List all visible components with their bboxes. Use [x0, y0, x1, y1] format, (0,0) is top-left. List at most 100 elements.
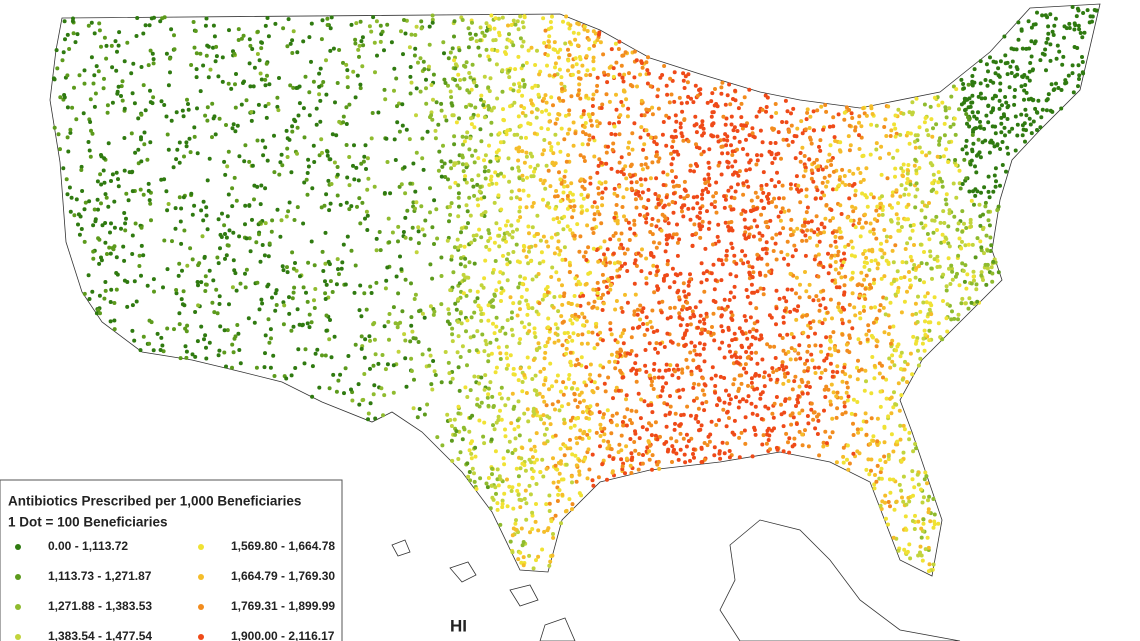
dot [568, 350, 573, 355]
dot [337, 272, 341, 277]
dot [855, 427, 860, 432]
dot [786, 262, 791, 267]
dot [280, 264, 285, 269]
dot [632, 231, 637, 236]
dot [697, 216, 702, 221]
dot [932, 257, 937, 262]
dot [459, 321, 464, 326]
dot [986, 103, 991, 108]
dot [524, 501, 529, 506]
dot [567, 270, 572, 275]
dot [384, 278, 389, 283]
dot [416, 241, 421, 246]
dot [1076, 63, 1081, 68]
dot [907, 141, 912, 146]
dot [903, 359, 907, 364]
dot [499, 299, 503, 303]
dot [735, 182, 740, 187]
dot [580, 410, 585, 415]
dot [1027, 69, 1032, 74]
dot [871, 335, 875, 340]
dot [606, 439, 611, 444]
dot [880, 208, 885, 212]
dot [967, 124, 972, 129]
dot [538, 238, 543, 243]
dot [561, 190, 566, 195]
dot [641, 204, 646, 209]
dot [67, 185, 72, 190]
dot [239, 36, 244, 41]
dot [54, 48, 59, 53]
dot [679, 101, 684, 106]
dot [286, 17, 291, 22]
dot [475, 289, 480, 294]
dot [535, 348, 539, 353]
dot [548, 361, 553, 366]
dot [494, 181, 499, 186]
dot [804, 289, 809, 294]
dot [148, 48, 153, 53]
dot [773, 184, 778, 189]
dot [879, 507, 884, 511]
dot [440, 443, 445, 448]
dot [1022, 73, 1027, 77]
dot [644, 60, 649, 65]
dot [842, 283, 847, 288]
dot [513, 436, 518, 441]
dot [823, 306, 828, 311]
dot [630, 173, 635, 178]
dot [803, 233, 808, 238]
dot [813, 371, 818, 375]
dot [715, 134, 720, 139]
dot [323, 279, 327, 284]
dot [856, 337, 861, 342]
dot [453, 78, 458, 82]
dot [860, 225, 864, 230]
dot [624, 397, 628, 402]
dot [870, 247, 875, 252]
dot [724, 248, 729, 253]
dot [732, 253, 737, 258]
dot [700, 188, 705, 193]
dot [495, 501, 500, 506]
dot [598, 40, 603, 45]
dot [452, 142, 457, 147]
dot [521, 78, 526, 83]
dot [819, 104, 824, 109]
dot [747, 264, 752, 269]
dot [673, 421, 677, 426]
dot [989, 243, 994, 248]
dot [479, 375, 484, 380]
dot [439, 380, 444, 385]
dot [247, 159, 252, 164]
dot [431, 72, 436, 77]
dot [567, 26, 572, 31]
dot [668, 394, 672, 398]
dot [347, 155, 352, 159]
dot [847, 319, 852, 324]
dot [590, 389, 595, 393]
dot [820, 180, 825, 185]
dot [747, 345, 751, 350]
dot [519, 456, 524, 461]
dot [177, 261, 182, 266]
dot [428, 262, 433, 267]
dot [407, 45, 412, 50]
dot [520, 380, 525, 384]
dot [864, 166, 869, 171]
dot [409, 281, 413, 286]
dot [994, 179, 998, 184]
dot [842, 174, 847, 178]
dot [150, 101, 155, 106]
dot [726, 188, 731, 193]
dot [928, 254, 933, 259]
dot [985, 248, 990, 253]
dot [640, 247, 644, 252]
dot [473, 445, 478, 450]
dot [394, 76, 399, 81]
dot [568, 263, 572, 268]
dot [141, 334, 146, 339]
dot [716, 239, 721, 244]
dot [516, 165, 521, 170]
dot [904, 502, 909, 507]
